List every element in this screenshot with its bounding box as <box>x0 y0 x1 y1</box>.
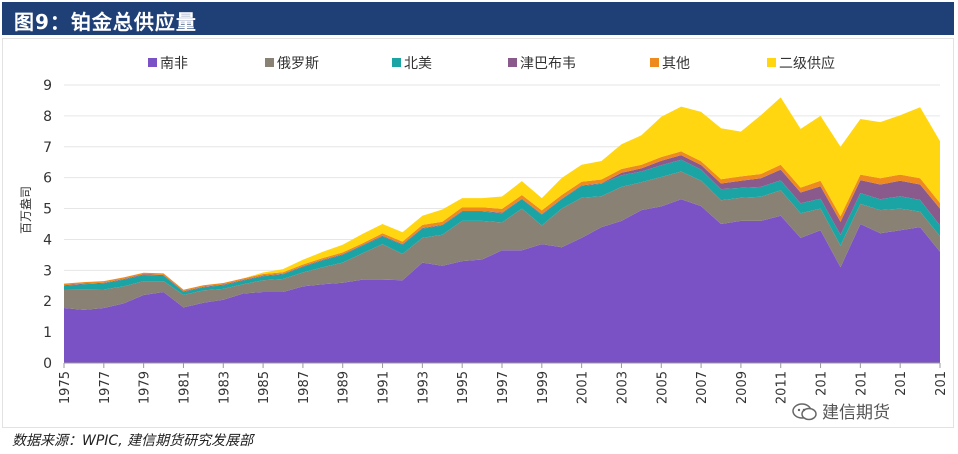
legend-swatch <box>148 58 157 67</box>
x-tick-label: 201 <box>854 371 869 396</box>
x-tick-label: 1989 <box>337 371 352 404</box>
x-tick-label: 1997 <box>496 371 511 404</box>
x-tick-label: 1975 <box>58 371 73 404</box>
y-axis: 0 1 2 3 4 5 6 7 8 9 <box>43 78 52 372</box>
area-series-二级供应 <box>64 97 940 290</box>
legend-label: 二级供应 <box>779 55 835 72</box>
x-tick-label: 1995 <box>456 371 471 404</box>
x-tick-label: 2003 <box>615 371 630 404</box>
y-tick-label: 7 <box>43 140 52 156</box>
x-tick-label: 1983 <box>217 371 232 404</box>
x-tick-label: 1987 <box>297 371 312 404</box>
legend-label: 其他 <box>662 56 690 72</box>
y-tick-label: 1 <box>43 325 52 341</box>
legend-swatch <box>392 58 401 67</box>
legend-swatch <box>508 58 517 67</box>
legend-label: 津巴布韦 <box>520 56 576 72</box>
x-tick-label: 1993 <box>416 371 431 404</box>
chart-areas <box>64 97 940 363</box>
x-tick-label: 201 <box>815 371 830 396</box>
legend-label: 南非 <box>160 56 188 72</box>
x-tick-label: 2009 <box>735 371 750 404</box>
x-tick-label: 201 <box>894 371 909 396</box>
x-tick-label: 1979 <box>138 371 153 404</box>
source-note: 数据来源：WPIC, 建信期货研究发展部 <box>12 433 254 449</box>
legend-swatch <box>650 58 659 67</box>
legend-label: 俄罗斯 <box>277 56 319 72</box>
x-tick-label: 1985 <box>257 371 272 404</box>
area-series-南非 <box>64 199 940 363</box>
x-tick-label: 201 <box>934 371 949 396</box>
x-axis: 1975 1977 1979 1981 1983 1985 1987 1989 1991 1993… <box>58 362 949 404</box>
x-tick-label: 1999 <box>536 371 551 404</box>
legend-swatch <box>767 58 776 67</box>
x-tick-label: 2001 <box>576 371 591 404</box>
x-tick-label: 2007 <box>695 371 710 404</box>
legend-label: 北美 <box>404 56 432 72</box>
chart-legend: 南非 俄罗斯 北美 津巴布韦 其他 二级供应 <box>148 55 835 72</box>
y-tick-label: 2 <box>43 294 52 310</box>
area-series-俄罗斯 <box>64 171 940 310</box>
y-tick-label: 6 <box>43 171 52 187</box>
area-series-北美 <box>64 159 940 295</box>
y-axis-label: 百万盎司 <box>19 186 33 234</box>
legend-swatch <box>265 58 274 67</box>
watermark-text: 建信期货 <box>822 403 890 423</box>
chart-frame <box>2 38 954 428</box>
y-tick-label: 5 <box>43 202 52 218</box>
watermark: 建信期货 <box>792 398 890 423</box>
x-tick-label: 2005 <box>655 371 670 404</box>
page-title: 图9：铂金总供应量 <box>14 10 197 34</box>
x-tick-label: 1977 <box>98 371 113 404</box>
x-tick-label: 1991 <box>377 371 392 404</box>
wechat-icon <box>792 403 817 421</box>
y-tick-label: 3 <box>43 263 52 279</box>
x-tick-label: 2011 <box>775 371 790 404</box>
y-tick-label: 9 <box>43 78 52 94</box>
title-bar: 图9：铂金总供应量 <box>2 2 954 35</box>
x-tick-label: 1981 <box>177 371 192 404</box>
y-tick-label: 4 <box>43 232 52 248</box>
y-tick-label: 0 <box>43 356 52 372</box>
y-tick-label: 8 <box>43 109 52 125</box>
